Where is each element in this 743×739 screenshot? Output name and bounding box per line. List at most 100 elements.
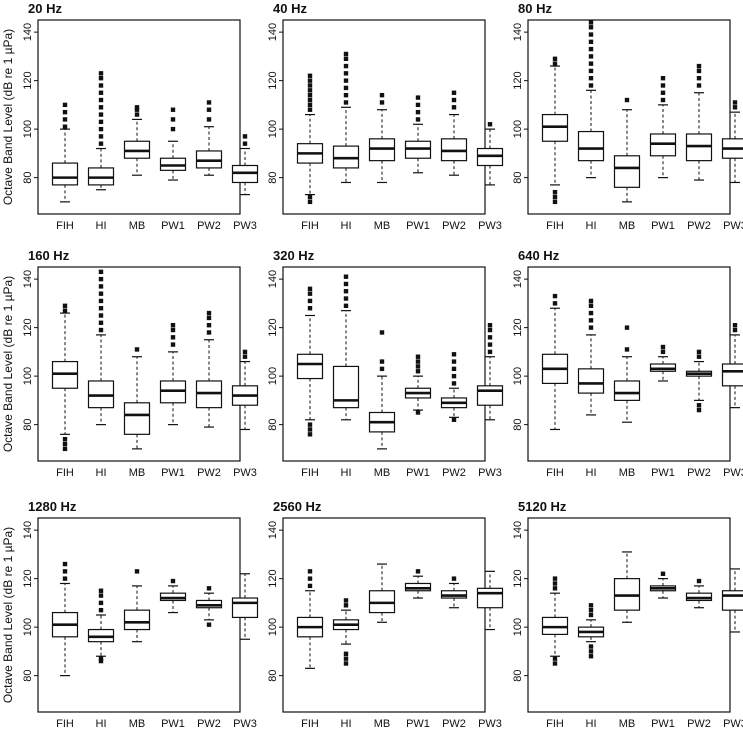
outlier-point xyxy=(62,124,68,129)
x-tick-label: PW1 xyxy=(651,467,675,479)
x-tick-label: PW3 xyxy=(233,718,257,730)
outlier-point xyxy=(588,54,594,59)
outlier-point xyxy=(379,359,385,364)
box-pw2 xyxy=(685,63,713,181)
outlier-point xyxy=(170,335,176,340)
iqr-box xyxy=(476,587,504,609)
outlier-point xyxy=(624,97,630,103)
y-tick-label: 100 xyxy=(267,367,279,385)
x-tick-label: PW2 xyxy=(687,467,711,479)
box-pw1 xyxy=(404,354,432,415)
y-tick-label: 120 xyxy=(267,71,279,89)
x-tick-label: FIH xyxy=(301,220,319,232)
x-tick-label: FIH xyxy=(546,467,564,479)
iqr-box xyxy=(613,155,641,188)
y-tick-label: 80 xyxy=(512,172,524,184)
outlier-point xyxy=(552,293,558,299)
outlier-point xyxy=(206,323,212,328)
box-mb xyxy=(123,347,151,450)
y-tick-label: 120 xyxy=(512,569,524,587)
outlier-point xyxy=(588,46,594,52)
outlier-point xyxy=(696,349,702,355)
box-hi xyxy=(577,603,605,659)
x-tick-label: HI xyxy=(586,467,597,479)
outlier-point xyxy=(134,112,140,117)
x-tick-label: HI xyxy=(586,220,597,232)
box-pw2 xyxy=(440,90,468,176)
outlier-point xyxy=(660,571,666,576)
outlier-point xyxy=(588,39,594,45)
outlier-point xyxy=(62,569,68,574)
outlier-point xyxy=(242,349,248,355)
y-tick-label: 100 xyxy=(22,367,34,385)
outlier-point xyxy=(62,446,68,452)
outlier-point xyxy=(62,576,68,581)
outlier-point xyxy=(98,313,104,318)
y-tick-label: 100 xyxy=(267,120,279,138)
outlier-point xyxy=(588,310,594,316)
outlier-point xyxy=(696,76,702,81)
panel-title: 5120 Hz xyxy=(518,499,567,514)
x-tick-label: PW2 xyxy=(442,220,466,232)
outlier-point xyxy=(307,306,313,311)
x-tick-label: PW1 xyxy=(406,467,430,479)
iqr-box xyxy=(577,130,605,162)
outlier-point xyxy=(307,97,313,103)
box-fih xyxy=(296,73,324,205)
outlier-point xyxy=(170,323,176,328)
outlier-point xyxy=(98,320,104,325)
outlier-point xyxy=(588,318,594,323)
outlier-point xyxy=(343,603,349,608)
outlier-point xyxy=(415,359,421,364)
box-fih xyxy=(51,102,79,203)
outlier-point xyxy=(660,83,666,88)
outlier-point xyxy=(98,141,104,146)
y-tick-label: 140 xyxy=(22,521,34,539)
box-hi xyxy=(87,588,115,664)
x-tick-label: FIH xyxy=(56,220,74,232)
outlier-point xyxy=(307,569,313,574)
outlier-point xyxy=(62,561,68,567)
outlier-point xyxy=(206,100,212,105)
outlier-point xyxy=(307,102,313,108)
y-axis-label: Octave Band Level (dB re 1 µPa) xyxy=(1,29,15,205)
x-tick-label: MB xyxy=(374,718,391,730)
box-fih xyxy=(541,576,569,666)
y-tick-label: 120 xyxy=(22,569,34,587)
box-pw1 xyxy=(404,95,432,174)
x-tick-label: FIH xyxy=(301,718,319,730)
y-tick-label: 140 xyxy=(512,521,524,539)
y-axis-label: Octave Band Level (dB re 1 µPa) xyxy=(1,527,15,703)
outlier-point xyxy=(415,102,421,108)
x-tick-label: MB xyxy=(619,467,636,479)
box-pw3 xyxy=(721,323,743,409)
box-mb xyxy=(613,551,641,623)
outlier-point xyxy=(660,349,666,355)
outlier-point xyxy=(206,586,212,591)
outlier-point xyxy=(343,71,349,76)
box-hi xyxy=(577,298,605,416)
y-tick-label: 140 xyxy=(512,23,524,41)
outlier-point xyxy=(343,63,349,69)
box-hi xyxy=(87,269,115,426)
x-tick-label: PW3 xyxy=(233,220,257,232)
outlier-point xyxy=(98,306,104,311)
x-tick-label: PW2 xyxy=(197,718,221,730)
iqr-box xyxy=(476,385,504,406)
outlier-point xyxy=(343,85,349,91)
x-tick-label: PW2 xyxy=(197,220,221,232)
plot-frame xyxy=(282,517,486,713)
x-tick-label: PW1 xyxy=(161,467,185,479)
outlier-point xyxy=(588,644,594,649)
outlier-point xyxy=(98,71,104,76)
outlier-point xyxy=(134,105,140,110)
outlier-point xyxy=(487,342,493,347)
box-hi xyxy=(577,20,605,179)
outlier-point xyxy=(242,134,248,139)
y-tick-label: 140 xyxy=(267,270,279,288)
outlier-point xyxy=(696,354,702,359)
outlier-point xyxy=(588,303,594,308)
panel-title: 640 Hz xyxy=(518,248,560,263)
x-tick-label: FIH xyxy=(56,718,74,730)
panel-2560-hz: 2560 Hz 80 100 120 140 FIH HI MB PW1 PW2 PW3 xyxy=(267,499,504,730)
